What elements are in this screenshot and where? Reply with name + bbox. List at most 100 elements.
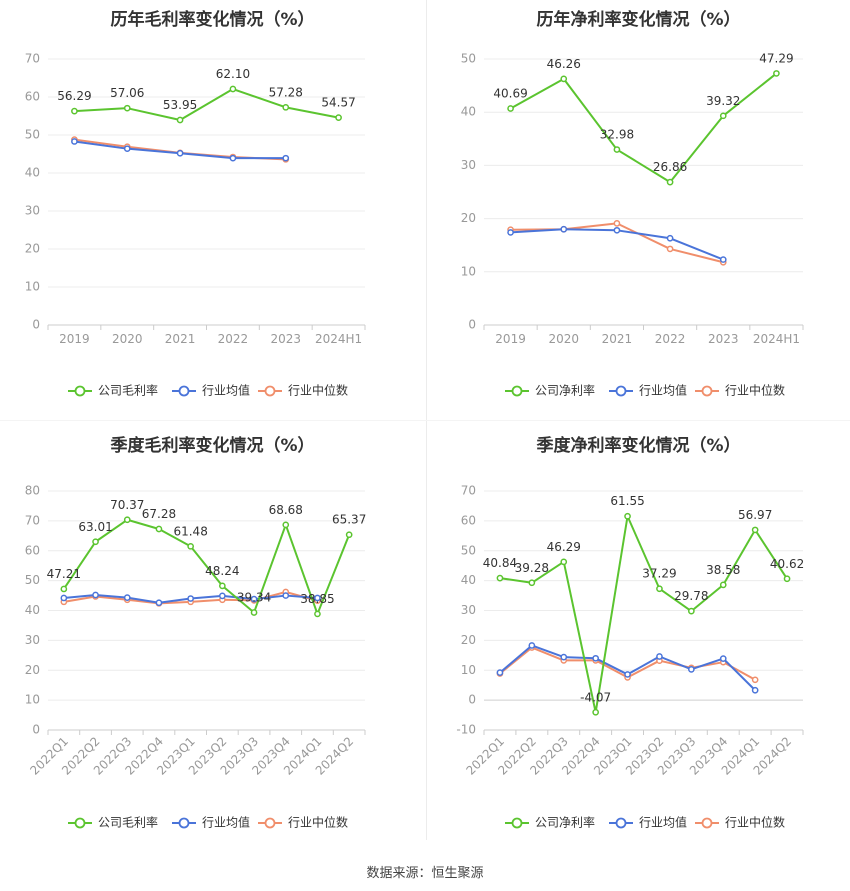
data-point-company xyxy=(751,526,759,534)
data-point-avg xyxy=(176,149,184,157)
data-point-avg xyxy=(751,686,759,694)
data-point-company xyxy=(60,585,68,593)
quarterly-gross-margin-chart: 季度毛利率变化情况（%）010203040506070802022Q12022Q… xyxy=(25,435,367,830)
data-point-avg xyxy=(282,154,290,162)
data-point-company xyxy=(507,105,514,112)
x-tick-label: 2022 xyxy=(218,332,249,346)
data-point-avg xyxy=(123,594,131,602)
data-label: 26.86 xyxy=(653,160,687,174)
data-label: 53.95 xyxy=(163,98,197,112)
legend-label: 公司净利率 xyxy=(535,815,595,830)
y-tick-label: 10 xyxy=(25,693,40,707)
data-point-avg xyxy=(60,594,68,602)
data-label: 62.10 xyxy=(216,67,250,81)
data-label: 32.98 xyxy=(600,128,634,142)
data-label: 56.29 xyxy=(57,89,91,103)
data-point-company xyxy=(282,103,290,111)
legend-marker-icon xyxy=(264,385,276,397)
data-point-company xyxy=(719,112,727,120)
y-tick-label: 20 xyxy=(25,663,40,677)
data-source-footer: 数据来源：恒生聚源 xyxy=(366,866,484,881)
legend-marker-icon xyxy=(701,817,713,829)
data-point-company xyxy=(496,574,504,582)
series-line-company xyxy=(74,88,339,121)
y-tick-label: 70 xyxy=(25,52,40,66)
legend-marker-icon xyxy=(178,817,190,829)
data-point-company xyxy=(123,516,131,524)
data-point-company xyxy=(229,85,237,93)
y-tick-label: 40 xyxy=(461,573,476,587)
y-tick-label: 70 xyxy=(461,484,476,498)
y-tick-label: 40 xyxy=(25,603,40,617)
x-tick-label: 2022 xyxy=(655,332,686,346)
quarterly-net-margin-chart: 季度净利率变化情况（%）-100102030405060702022Q12022… xyxy=(456,435,804,830)
x-tick-label: 2024H1 xyxy=(753,332,800,346)
legend-label: 公司毛利率 xyxy=(98,815,158,830)
x-tick-label: 2020 xyxy=(548,332,579,346)
data-label: 65.37 xyxy=(332,513,366,527)
legend-marker-icon xyxy=(264,817,276,829)
data-point-avg xyxy=(560,653,568,661)
data-point-avg xyxy=(496,669,504,676)
data-point-company xyxy=(656,585,663,593)
data-point-company xyxy=(528,579,536,587)
data-point-avg xyxy=(624,671,631,678)
data-label: 46.26 xyxy=(547,57,581,71)
data-label: 40.84 xyxy=(483,556,517,570)
data-point-company xyxy=(335,114,342,121)
data-point-company xyxy=(783,575,791,583)
data-point-company xyxy=(719,581,727,589)
series-line-avg xyxy=(499,644,756,691)
chart-title: 季度净利率变化情况（%） xyxy=(536,435,740,456)
y-tick-label: 10 xyxy=(461,663,476,677)
x-tick-label: 2024H1 xyxy=(315,332,362,346)
legend-label: 行业中位数 xyxy=(725,383,785,398)
data-point-company xyxy=(219,582,226,590)
y-tick-label: 30 xyxy=(461,158,476,172)
data-point-avg xyxy=(613,226,621,234)
data-label: 38.58 xyxy=(706,563,740,577)
y-tick-label: 40 xyxy=(25,166,40,180)
data-point-company xyxy=(613,146,621,153)
data-label: 40.69 xyxy=(493,87,527,101)
data-point-avg xyxy=(719,256,727,263)
y-tick-label: 0 xyxy=(468,693,476,707)
y-tick-label: 30 xyxy=(25,204,40,218)
data-label: 68.68 xyxy=(269,503,303,517)
legend-marker-icon xyxy=(178,385,190,397)
data-point-avg xyxy=(666,234,674,242)
legend-marker-icon xyxy=(511,385,523,397)
data-point-company xyxy=(314,610,321,618)
y-tick-label: 0 xyxy=(32,723,40,737)
data-label: 38.85 xyxy=(300,592,334,606)
y-tick-label: 80 xyxy=(25,484,40,498)
data-point-avg xyxy=(314,594,321,602)
y-tick-label: -10 xyxy=(456,723,476,737)
data-point-avg xyxy=(219,592,226,600)
data-point-company xyxy=(624,512,631,520)
legend-label: 公司净利率 xyxy=(535,383,595,398)
x-tick-label: 2021 xyxy=(602,332,633,346)
chart-title: 历年毛利率变化情况（%） xyxy=(110,9,314,30)
data-point-avg xyxy=(92,591,99,599)
y-tick-label: 50 xyxy=(461,52,476,66)
legend-marker-icon xyxy=(74,817,86,829)
legend-label: 行业均值 xyxy=(202,815,250,830)
y-tick-label: 20 xyxy=(461,211,476,225)
data-point-avg xyxy=(250,595,258,603)
data-point-company xyxy=(155,525,163,533)
data-label: 57.28 xyxy=(269,85,303,99)
data-label: 39.28 xyxy=(515,561,549,575)
data-point-avg xyxy=(592,654,599,662)
y-tick-label: 60 xyxy=(25,543,40,557)
legend-label: 行业中位数 xyxy=(288,383,348,398)
data-point-company xyxy=(560,558,568,566)
data-label: 39.32 xyxy=(706,94,740,108)
y-tick-label: 10 xyxy=(25,280,40,294)
x-tick-label: 2019 xyxy=(59,332,90,346)
data-point-avg xyxy=(656,653,663,660)
horizontal-divider xyxy=(0,420,850,421)
data-point-avg xyxy=(560,225,568,233)
data-label: 40.62 xyxy=(770,557,804,571)
data-point-avg xyxy=(155,599,163,607)
